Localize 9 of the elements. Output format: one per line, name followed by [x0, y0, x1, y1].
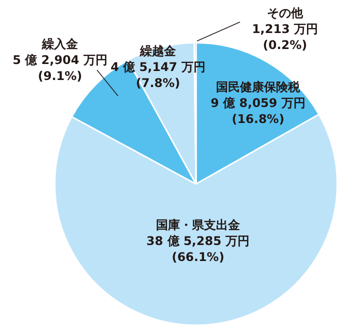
slice-label: 国庫・県支出金	[156, 218, 241, 232]
slice-label: 国民健康保険税	[216, 80, 301, 94]
data-label: 1,213 万円 (0.2%)	[252, 22, 318, 52]
slice-label: 繰入金	[41, 37, 79, 52]
data-label: 38 億 5,285 万円 (66.1%)	[146, 234, 250, 264]
data-label: 9 億 8,059 万円 (16.8%)	[210, 96, 306, 126]
slice-label: 繰越金	[139, 44, 177, 58]
slice-label: その他	[267, 6, 304, 20]
data-label: 5 億 2,904 万円 (9.1%)	[12, 53, 108, 84]
